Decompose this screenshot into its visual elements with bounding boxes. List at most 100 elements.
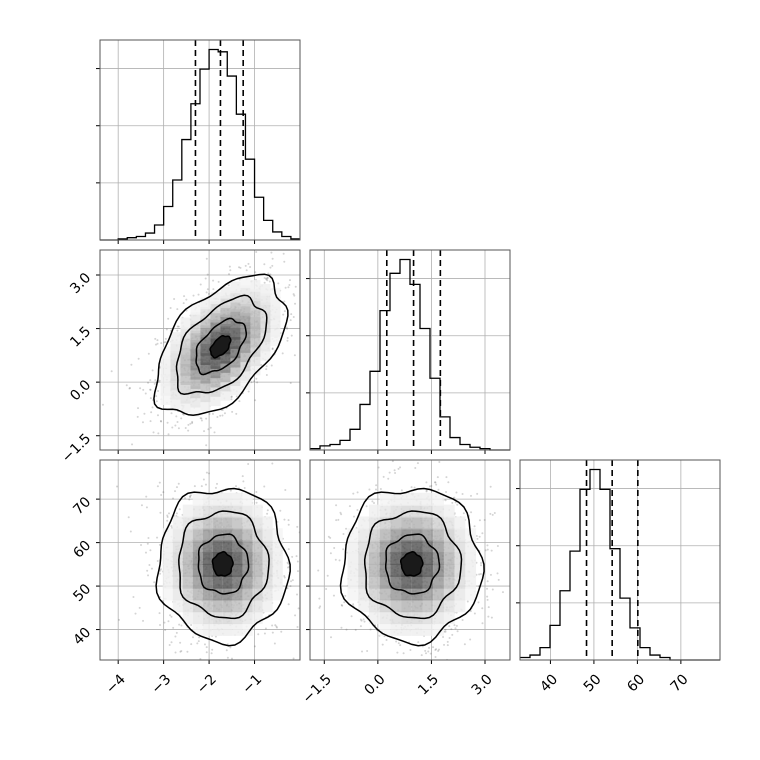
- scatter-point: [172, 626, 175, 629]
- scatter-point: [137, 407, 140, 410]
- scatter-point: [365, 505, 368, 508]
- scatter-point: [335, 519, 338, 522]
- scatter-point: [287, 519, 290, 522]
- panel-frame: [99, 459, 301, 661]
- density-cell: [182, 563, 193, 577]
- density-cell: [454, 528, 466, 542]
- scatter-point: [296, 560, 299, 563]
- scatter-point: [153, 581, 156, 584]
- scatter-point: [235, 412, 238, 415]
- scatter-point: [425, 490, 428, 493]
- scatter-point: [145, 495, 148, 498]
- scatter-point: [410, 486, 413, 489]
- scatter-point: [305, 358, 307, 360]
- scatter-point: [332, 594, 335, 597]
- marginal-panel-1: [306, 249, 511, 454]
- density-cell: [270, 324, 281, 337]
- scatter-point: [395, 640, 398, 643]
- scatter-point: [486, 587, 489, 590]
- scatter-point: [199, 283, 202, 286]
- scatter-point: [189, 422, 192, 425]
- scatter-point: [473, 612, 476, 615]
- scatter-point: [167, 433, 170, 436]
- density-cell: [230, 355, 241, 368]
- scatter-point: [286, 561, 289, 564]
- scatter-point: [190, 643, 193, 646]
- scatter-point: [216, 673, 218, 675]
- scatter-point: [287, 603, 290, 606]
- scatter-point: [286, 327, 289, 330]
- density-cell: [200, 316, 211, 328]
- histogram-step-line: [100, 48, 300, 241]
- scatter-point: [291, 555, 294, 558]
- scatter-point: [264, 627, 267, 630]
- density-cell: [454, 575, 466, 589]
- scatter-point: [434, 481, 437, 484]
- scatter-point: [302, 585, 304, 587]
- scatter-point: [382, 475, 385, 478]
- density-cell: [250, 289, 261, 302]
- scatter-point: [286, 566, 289, 569]
- scatter-point: [263, 276, 266, 279]
- scatter-point: [478, 573, 481, 576]
- scatter-point: [288, 279, 291, 282]
- density-cell: [422, 563, 434, 577]
- joint-panel-1-2: [306, 459, 511, 664]
- density-cell: [192, 611, 203, 625]
- scatter-point: [306, 307, 308, 309]
- scatter-point: [379, 488, 382, 491]
- density-cell: [454, 587, 466, 601]
- scatter-point: [463, 643, 466, 646]
- density-cell: [210, 329, 221, 342]
- scatter-point: [245, 269, 248, 272]
- scatter-point: [360, 619, 363, 622]
- scatter-point: [205, 444, 208, 447]
- density-cell: [170, 378, 181, 391]
- density-cell: [170, 387, 181, 400]
- density-cell: [368, 540, 380, 554]
- scatter-point: [442, 635, 445, 638]
- scatter-point: [334, 558, 337, 561]
- scatter-point: [149, 420, 152, 423]
- density-cell: [260, 339, 271, 352]
- scatter-point: [159, 568, 162, 571]
- scatter-point: [159, 572, 162, 575]
- density-cell: [200, 334, 211, 347]
- scatter-point: [131, 443, 134, 446]
- scatter-point: [164, 628, 167, 631]
- panel-frame: [309, 249, 511, 451]
- scatter-point: [290, 580, 293, 583]
- scatter-point: [489, 512, 492, 515]
- scatter-point: [153, 382, 156, 385]
- scatter-point: [159, 511, 162, 514]
- scatter-point: [210, 652, 213, 655]
- scatter-point: [156, 560, 159, 563]
- scatter-point: [170, 525, 173, 528]
- x-tick-label: −1.5: [300, 671, 335, 706]
- density-cell: [170, 397, 181, 409]
- scatter-point: [478, 519, 481, 522]
- scatter-point: [397, 642, 400, 645]
- scatter-point: [230, 657, 233, 660]
- scatter-point: [286, 336, 289, 339]
- density-cell: [465, 575, 477, 589]
- scatter-point: [177, 482, 180, 485]
- scatter-point: [202, 472, 204, 474]
- scatter-point: [200, 485, 203, 488]
- scatter-point: [285, 326, 288, 329]
- scatter-point: [274, 624, 277, 627]
- scatter-point: [156, 414, 159, 417]
- x-tick-label: 1.5: [415, 671, 442, 698]
- scatter-point: [271, 264, 274, 267]
- scatter-point: [416, 462, 419, 465]
- scatter-point: [156, 536, 159, 539]
- scatter-point: [387, 477, 390, 480]
- density-cell: [190, 404, 201, 417]
- scatter-point: [497, 578, 500, 581]
- density-cell: [390, 540, 402, 554]
- contour-line: [155, 487, 291, 647]
- scatter-point: [296, 525, 299, 528]
- density-cell: [252, 599, 263, 613]
- scatter-point: [189, 496, 192, 499]
- scatter-point: [156, 342, 159, 345]
